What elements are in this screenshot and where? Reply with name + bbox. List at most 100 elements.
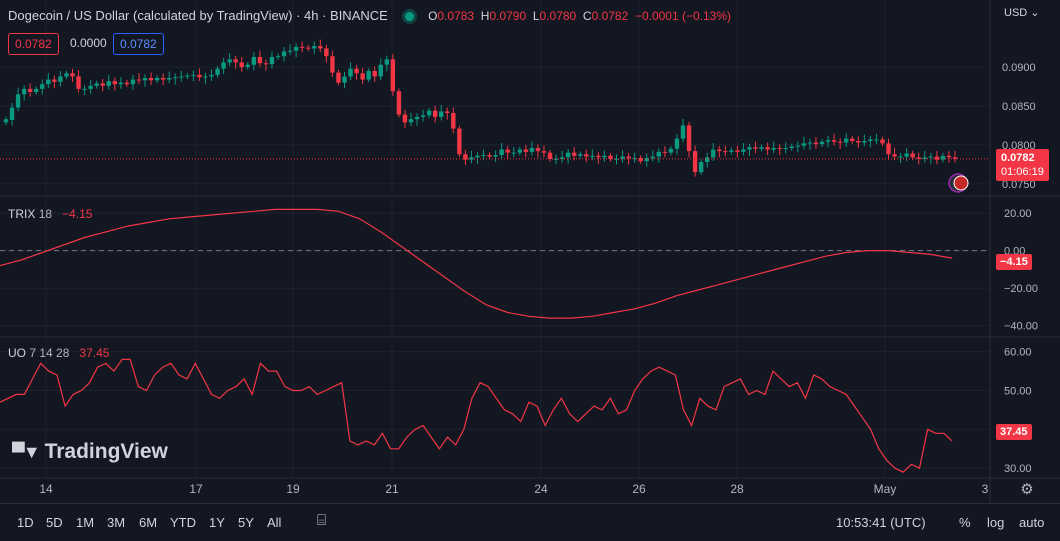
sell-button[interactable]: 0.0782 <box>8 33 59 55</box>
candle-body <box>40 84 45 89</box>
candle-body <box>215 68 220 75</box>
candle-body <box>868 139 873 141</box>
trix-axis-label: −40.00 <box>1004 321 1038 333</box>
trix-line <box>0 208 953 319</box>
candle-body <box>281 51 287 57</box>
candle-body <box>402 114 408 123</box>
candle-body <box>565 152 571 158</box>
candle-body <box>711 149 716 158</box>
bottom-toolbar: 1D 5D 1M 3M 6M YTD 1Y 5Y All ⌸ 10:53:41 … <box>0 503 1060 541</box>
range-1d[interactable]: 1D <box>17 515 34 530</box>
candle-body <box>717 149 722 152</box>
candle-body <box>843 138 849 143</box>
candle-body <box>342 76 347 83</box>
buy-button[interactable]: 0.0782 <box>113 33 164 55</box>
log-toggle[interactable]: log <box>987 515 1005 530</box>
price-axis-label: 0.0900 <box>1002 62 1036 74</box>
candle-body <box>922 157 927 159</box>
range-3m[interactable]: 3M <box>107 515 126 530</box>
candle-body <box>505 149 510 153</box>
candle-body <box>735 150 740 152</box>
candle-body <box>596 155 601 158</box>
uo-legend[interactable]: UO 7 14 28 37.45 <box>8 346 110 360</box>
ohlc-values: O0.0783 H0.0790 L0.0780 C0.0782 −0.0001 … <box>428 9 732 23</box>
candle-body <box>801 143 807 146</box>
candle-body <box>106 81 111 86</box>
candle-body <box>813 142 819 145</box>
candle-body <box>837 141 843 143</box>
candle-body <box>940 155 946 160</box>
date-range-icon[interactable]: ⌸ <box>317 512 327 529</box>
candle-body <box>324 48 329 57</box>
market-status-icon <box>405 12 415 22</box>
currency-selector[interactable]: USD ⌄ <box>1004 7 1040 19</box>
candle-body <box>723 151 728 153</box>
candle-body <box>100 83 105 86</box>
time-axis-label: 19 <box>286 482 300 496</box>
candle-body <box>686 125 692 152</box>
candle-body <box>82 88 87 90</box>
trix-legend[interactable]: TRIX 18 −4.15 <box>8 207 93 221</box>
range-ytd[interactable]: YTD <box>170 515 196 530</box>
candle-body <box>94 83 99 86</box>
candle-body <box>354 68 359 74</box>
candle-body <box>52 79 57 82</box>
tradingview-logo[interactable]: ▀▼ TradingView <box>12 440 168 463</box>
tv-logo-icon: ▀▼ <box>12 442 41 462</box>
candle-body <box>251 57 257 65</box>
range-1y[interactable]: 1Y <box>209 515 225 530</box>
candle-body <box>771 148 776 150</box>
uo-value-tag: 37.45 <box>996 424 1032 440</box>
range-5d[interactable]: 5D <box>46 515 63 530</box>
candle-body <box>64 73 69 77</box>
us-flag-icon <box>953 175 969 191</box>
last-price-tag: 0.0782 01:06:19 <box>996 149 1049 181</box>
candle-body <box>287 50 293 52</box>
range-5y[interactable]: 5Y <box>238 515 254 530</box>
candle-body <box>318 46 323 49</box>
candle-body <box>856 141 861 143</box>
candle-body <box>898 156 903 158</box>
candle-body <box>795 145 801 147</box>
candle-body <box>420 115 426 117</box>
candle-body <box>46 79 51 85</box>
candle-body <box>306 47 311 49</box>
range-6m[interactable]: 6M <box>139 515 158 530</box>
candle-body <box>934 156 940 160</box>
candle-body <box>130 79 136 85</box>
candle-body <box>571 152 577 156</box>
candle-body <box>535 148 541 152</box>
candle-body <box>457 128 462 155</box>
candle-body <box>759 147 764 149</box>
candle-body <box>874 139 879 141</box>
percent-toggle[interactable]: % <box>959 515 971 530</box>
clock[interactable]: 10:53:41 (UTC) <box>836 515 926 530</box>
candle-body <box>426 110 432 116</box>
candle-body <box>269 57 275 64</box>
candle-body <box>76 76 81 89</box>
candle-body <box>825 140 831 142</box>
candle-body <box>765 147 770 150</box>
candle-body <box>807 142 813 144</box>
candle-body <box>553 158 559 160</box>
range-all[interactable]: All <box>267 515 282 530</box>
auto-toggle[interactable]: auto <box>1019 515 1045 530</box>
range-1m[interactable]: 1M <box>76 515 95 530</box>
candle-body <box>167 78 172 80</box>
candle-body <box>142 78 148 81</box>
candle-body <box>850 138 855 141</box>
candle-body <box>584 154 589 157</box>
candle-body <box>124 82 130 85</box>
symbol-title[interactable]: Dogecoin / US Dollar (calculated by Trad… <box>8 8 388 23</box>
candle-body <box>414 116 420 120</box>
candle-body <box>559 157 565 159</box>
candle-body <box>499 149 504 155</box>
time-axis-label: 3 <box>982 482 989 496</box>
candle-body <box>608 155 613 159</box>
candle-body <box>348 68 353 77</box>
spread-value: 0.0000 <box>70 36 107 50</box>
uo-axis-label: 30.00 <box>1004 463 1032 475</box>
candle-body <box>396 91 402 115</box>
candle-body <box>330 56 335 73</box>
